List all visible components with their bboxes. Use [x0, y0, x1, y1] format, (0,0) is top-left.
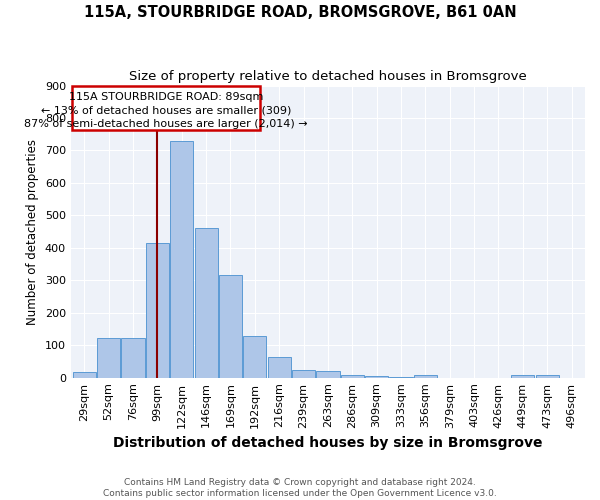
Bar	[389, 376, 413, 378]
Bar	[316, 370, 340, 378]
Title: Size of property relative to detached houses in Bromsgrove: Size of property relative to detached ho…	[129, 70, 527, 83]
Bar	[243, 336, 266, 378]
Bar	[292, 370, 315, 378]
Bar	[73, 372, 96, 378]
Bar	[170, 142, 193, 378]
Y-axis label: Number of detached properties: Number of detached properties	[26, 138, 40, 324]
Bar	[194, 228, 218, 378]
Bar	[146, 243, 169, 378]
Bar	[414, 375, 437, 378]
Text: 87% of semi-detached houses are larger (2,014) →: 87% of semi-detached houses are larger (…	[24, 118, 308, 128]
Text: 115A STOURBRIDGE ROAD: 89sqm: 115A STOURBRIDGE ROAD: 89sqm	[69, 92, 263, 102]
FancyBboxPatch shape	[72, 86, 260, 130]
Bar	[219, 276, 242, 378]
Bar	[268, 356, 291, 378]
Text: ← 13% of detached houses are smaller (309): ← 13% of detached houses are smaller (30…	[41, 106, 291, 116]
Bar	[536, 375, 559, 378]
Bar	[97, 338, 120, 378]
Bar	[365, 376, 388, 378]
Bar	[121, 338, 145, 378]
X-axis label: Distribution of detached houses by size in Bromsgrove: Distribution of detached houses by size …	[113, 436, 542, 450]
Text: Contains HM Land Registry data © Crown copyright and database right 2024.
Contai: Contains HM Land Registry data © Crown c…	[103, 478, 497, 498]
Bar	[511, 375, 535, 378]
Bar	[341, 375, 364, 378]
Text: 115A, STOURBRIDGE ROAD, BROMSGROVE, B61 0AN: 115A, STOURBRIDGE ROAD, BROMSGROVE, B61 …	[83, 5, 517, 20]
